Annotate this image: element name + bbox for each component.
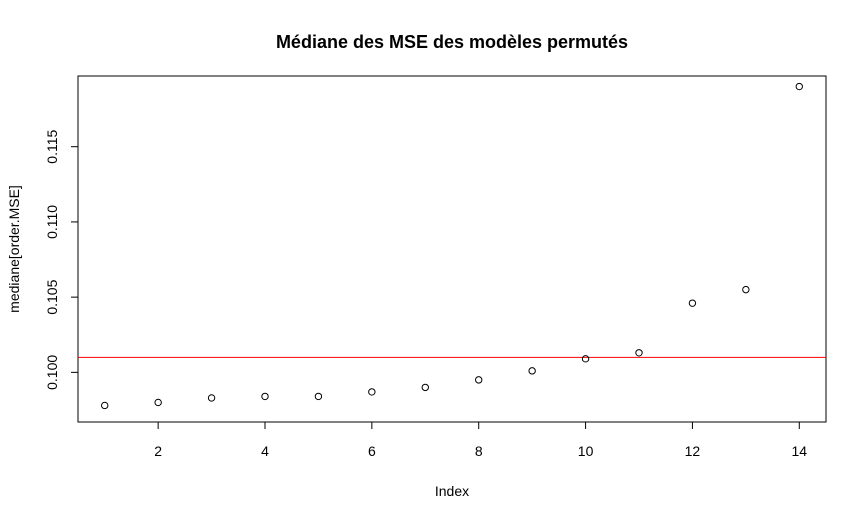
plot-frame — [77, 75, 827, 423]
x-tick-label: 8 — [475, 443, 483, 459]
data-points — [101, 82, 803, 410]
data-point — [154, 398, 162, 407]
x-axis-label: Index — [435, 483, 469, 499]
data-point — [581, 355, 590, 363]
data-point — [528, 367, 536, 375]
y-tick-label: 0.115 — [44, 129, 60, 163]
chart-title: Médiane des MSE des modèles permutés — [276, 32, 628, 52]
x-tick-label: 10 — [578, 443, 594, 459]
data-point — [742, 285, 750, 294]
x-tick-label: 2 — [154, 443, 162, 459]
x-tick-label: 14 — [791, 443, 807, 459]
x-axis: 2 4 6 8 10 12 14 — [154, 421, 807, 459]
data-point — [314, 392, 323, 401]
data-point — [421, 383, 429, 392]
y-tick-label: 0.110 — [44, 205, 60, 239]
data-point — [261, 392, 269, 401]
x-tick-label: 12 — [685, 443, 701, 459]
data-point — [101, 401, 109, 410]
data-point — [207, 394, 216, 402]
data-point — [368, 388, 376, 396]
y-axis-label: mediane[order.MSE] — [6, 185, 22, 313]
data-point — [688, 299, 697, 307]
x-tick-label: 6 — [368, 443, 376, 459]
data-point — [475, 376, 483, 384]
y-tick-label: 0.100 — [44, 355, 60, 390]
y-axis: 0.100 0.105 0.110 0.115 — [44, 129, 79, 390]
data-point — [795, 82, 803, 91]
data-point — [635, 349, 643, 357]
y-tick-label: 0.105 — [44, 279, 60, 314]
x-tick-label: 4 — [261, 443, 269, 459]
